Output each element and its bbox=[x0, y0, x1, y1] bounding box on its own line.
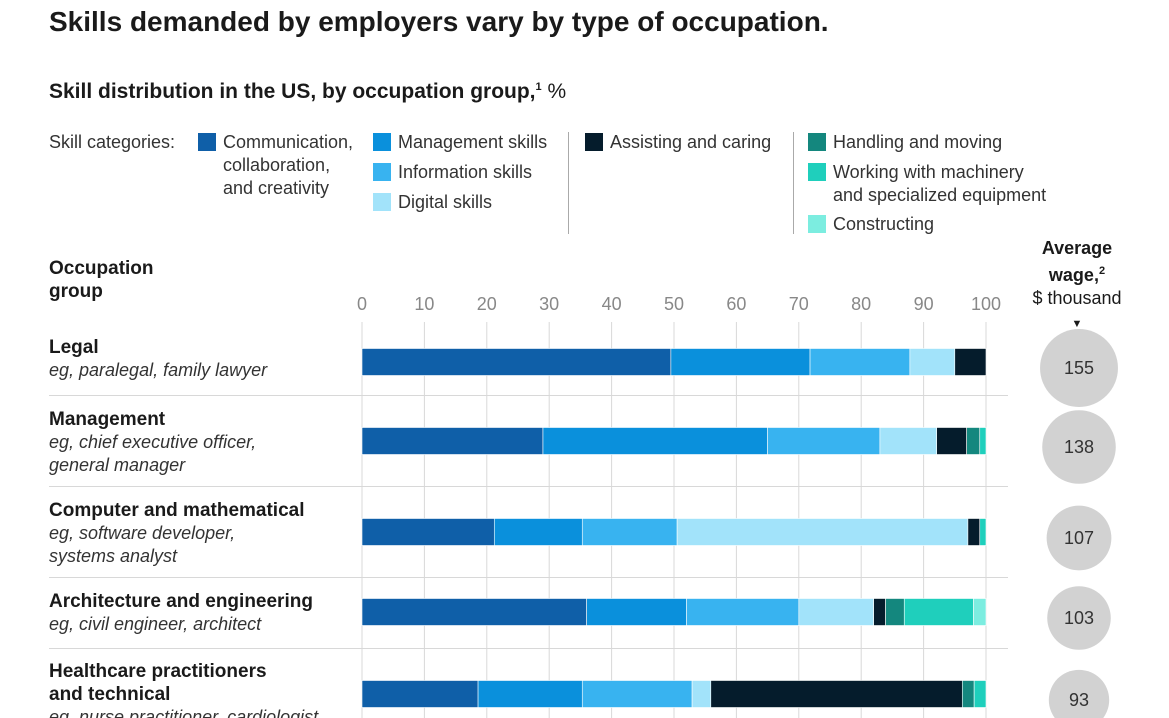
wage-label: 107 bbox=[1064, 528, 1094, 548]
category-label: Management bbox=[49, 409, 166, 430]
bar-segment bbox=[979, 427, 987, 455]
x-tick-label: 0 bbox=[357, 294, 367, 314]
bar-segment bbox=[909, 348, 956, 376]
bar-segment bbox=[542, 427, 768, 455]
x-tick-label: 100 bbox=[971, 294, 1001, 314]
bar-segment bbox=[361, 427, 544, 455]
bar-segment bbox=[670, 348, 811, 376]
bar-segment bbox=[936, 427, 967, 455]
example-label: eg, chief executive officer, general man… bbox=[49, 432, 257, 475]
wage-bubble bbox=[1042, 410, 1116, 484]
legend-label: Assisting and caring bbox=[610, 132, 772, 152]
wage-unit: $ thousand bbox=[1032, 288, 1122, 308]
legend-swatch bbox=[808, 133, 826, 151]
bar-segment bbox=[710, 680, 963, 708]
legend-swatch bbox=[373, 163, 391, 181]
category-header: Occupation group bbox=[49, 258, 154, 302]
unit: % bbox=[547, 80, 567, 103]
legend-label: Constructing bbox=[833, 214, 935, 234]
wage-title: Average wage, bbox=[1041, 238, 1113, 285]
category-label: Legal bbox=[49, 337, 99, 358]
bar-segment bbox=[691, 680, 712, 708]
bar-segment bbox=[361, 598, 587, 626]
bar-segment bbox=[973, 680, 987, 708]
x-tick-label: 10 bbox=[414, 294, 434, 314]
wage-label: 155 bbox=[1064, 358, 1094, 378]
x-tick-label: 50 bbox=[664, 294, 684, 314]
x-tick-label: 20 bbox=[477, 294, 497, 314]
legend-label: Communication, collaboration, and creati… bbox=[223, 132, 354, 198]
bar-segment bbox=[767, 427, 881, 455]
x-tick-label: 30 bbox=[539, 294, 559, 314]
legend-swatch bbox=[373, 193, 391, 211]
example-label: eg, paralegal, family lawyer bbox=[49, 360, 268, 380]
bar-segment bbox=[586, 598, 687, 626]
category-label: Healthcare practitioners and technical bbox=[49, 661, 267, 705]
bar-segment bbox=[966, 427, 981, 455]
legend-label: Management skills bbox=[398, 132, 548, 152]
bar-segment bbox=[979, 518, 987, 546]
wage-header: Average wage,2 $ thousand ▼ bbox=[1017, 237, 1137, 336]
footnote-ref: 1 bbox=[535, 81, 542, 93]
bar-segment bbox=[798, 598, 874, 626]
bar-segment bbox=[361, 348, 672, 376]
arrow: ▼ bbox=[1071, 318, 1083, 330]
example-label: eg, nurse practitioner, cardiologist bbox=[49, 707, 319, 718]
wage-label: 93 bbox=[1069, 690, 1089, 710]
bar-segment bbox=[809, 348, 911, 376]
bar-segment bbox=[581, 680, 693, 708]
bar-segment bbox=[973, 598, 987, 626]
wage-label: 138 bbox=[1064, 437, 1094, 457]
bar-segment bbox=[954, 348, 987, 376]
bar-segment bbox=[967, 518, 981, 546]
legend-swatch bbox=[373, 133, 391, 151]
bar-segment bbox=[361, 518, 495, 546]
bar-segment bbox=[676, 518, 969, 546]
legend-swatch bbox=[198, 133, 216, 151]
legend-label: Information skills bbox=[398, 162, 533, 182]
bar-segment bbox=[873, 598, 886, 626]
wage-bubble bbox=[1048, 669, 1110, 718]
legend-swatch bbox=[808, 163, 826, 181]
legend-swatch bbox=[808, 215, 826, 233]
legend-label: Digital skills bbox=[398, 192, 493, 212]
bar-segment bbox=[493, 518, 583, 546]
legend-label: Handling and moving bbox=[833, 132, 1003, 152]
footnote-ref: 2 bbox=[1098, 265, 1106, 277]
subtitle-line: Skill distribution in the US, by occupat… bbox=[49, 80, 566, 104]
wage-label: 103 bbox=[1064, 608, 1094, 628]
subtitle: Skill distribution in the US, by occupat… bbox=[49, 80, 536, 103]
bar-segment bbox=[885, 598, 905, 626]
wage-bubble bbox=[1046, 505, 1112, 571]
example-label: eg, software developer, systems analyst bbox=[49, 523, 236, 566]
bar-segment bbox=[686, 598, 800, 626]
category-label: Computer and mathematical bbox=[49, 500, 305, 521]
legend-title: Skill categories: bbox=[49, 132, 176, 152]
x-tick-label: 40 bbox=[602, 294, 622, 314]
x-tick-label: 90 bbox=[914, 294, 934, 314]
example-label: eg, civil engineer, architect bbox=[49, 614, 262, 634]
page-title: Skills demanded by employers vary by typ… bbox=[49, 6, 829, 37]
legend-swatch bbox=[585, 133, 603, 151]
wage-bubble bbox=[1040, 329, 1118, 407]
x-tick-label: 80 bbox=[851, 294, 871, 314]
bar-segment bbox=[961, 680, 975, 708]
bar-segment bbox=[361, 680, 479, 708]
legend-label: Working with machinery and specialized e… bbox=[833, 162, 1047, 205]
category-label: Architecture and engineering bbox=[49, 591, 313, 612]
bar-segment bbox=[903, 598, 974, 626]
bar-segment bbox=[581, 518, 678, 546]
x-tick-label: 60 bbox=[726, 294, 746, 314]
wage-bubble bbox=[1047, 586, 1111, 650]
x-tick-label: 70 bbox=[789, 294, 809, 314]
bar-segment bbox=[477, 680, 583, 708]
bar-segment bbox=[879, 427, 938, 455]
